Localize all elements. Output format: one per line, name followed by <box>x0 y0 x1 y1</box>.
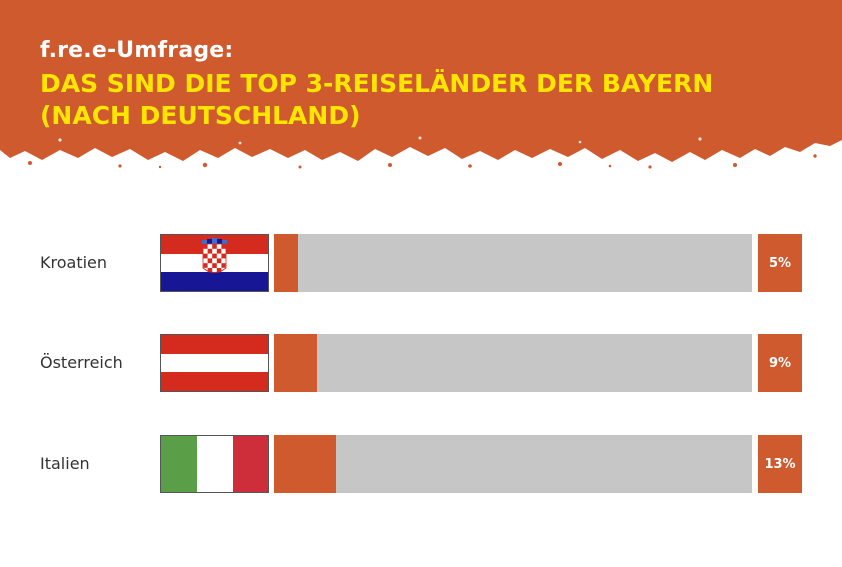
chart-row: Österreich 9% <box>0 334 842 392</box>
bar-track <box>274 234 752 292</box>
category-label: Kroatien <box>40 253 108 272</box>
category-label: Österreich <box>40 353 123 372</box>
bar <box>274 334 317 392</box>
survey-kicker: f.re.e-Umfrage: <box>40 38 234 63</box>
data-label: 13% <box>758 435 802 493</box>
data-label: 5% <box>758 234 802 292</box>
chart-row: Italien 13% <box>0 435 842 493</box>
page-title: DAS SIND DIE TOP 3-REISELÄNDER DER BAYER… <box>40 69 714 130</box>
croatia-flag-icon <box>160 234 269 292</box>
bar-track <box>274 334 752 392</box>
bar-track <box>274 435 752 493</box>
italy-flag-icon <box>160 435 269 493</box>
bar <box>274 435 336 493</box>
category-label: Italien <box>40 454 90 473</box>
header-banner: f.re.e-Umfrage: DAS SIND DIE TOP 3-REISE… <box>0 0 842 175</box>
chart-row: Kroatien <box>0 234 842 292</box>
austria-flag-icon <box>160 334 269 392</box>
bar <box>274 234 298 292</box>
data-label: 9% <box>758 334 802 392</box>
brush-banner-background <box>0 0 842 169</box>
